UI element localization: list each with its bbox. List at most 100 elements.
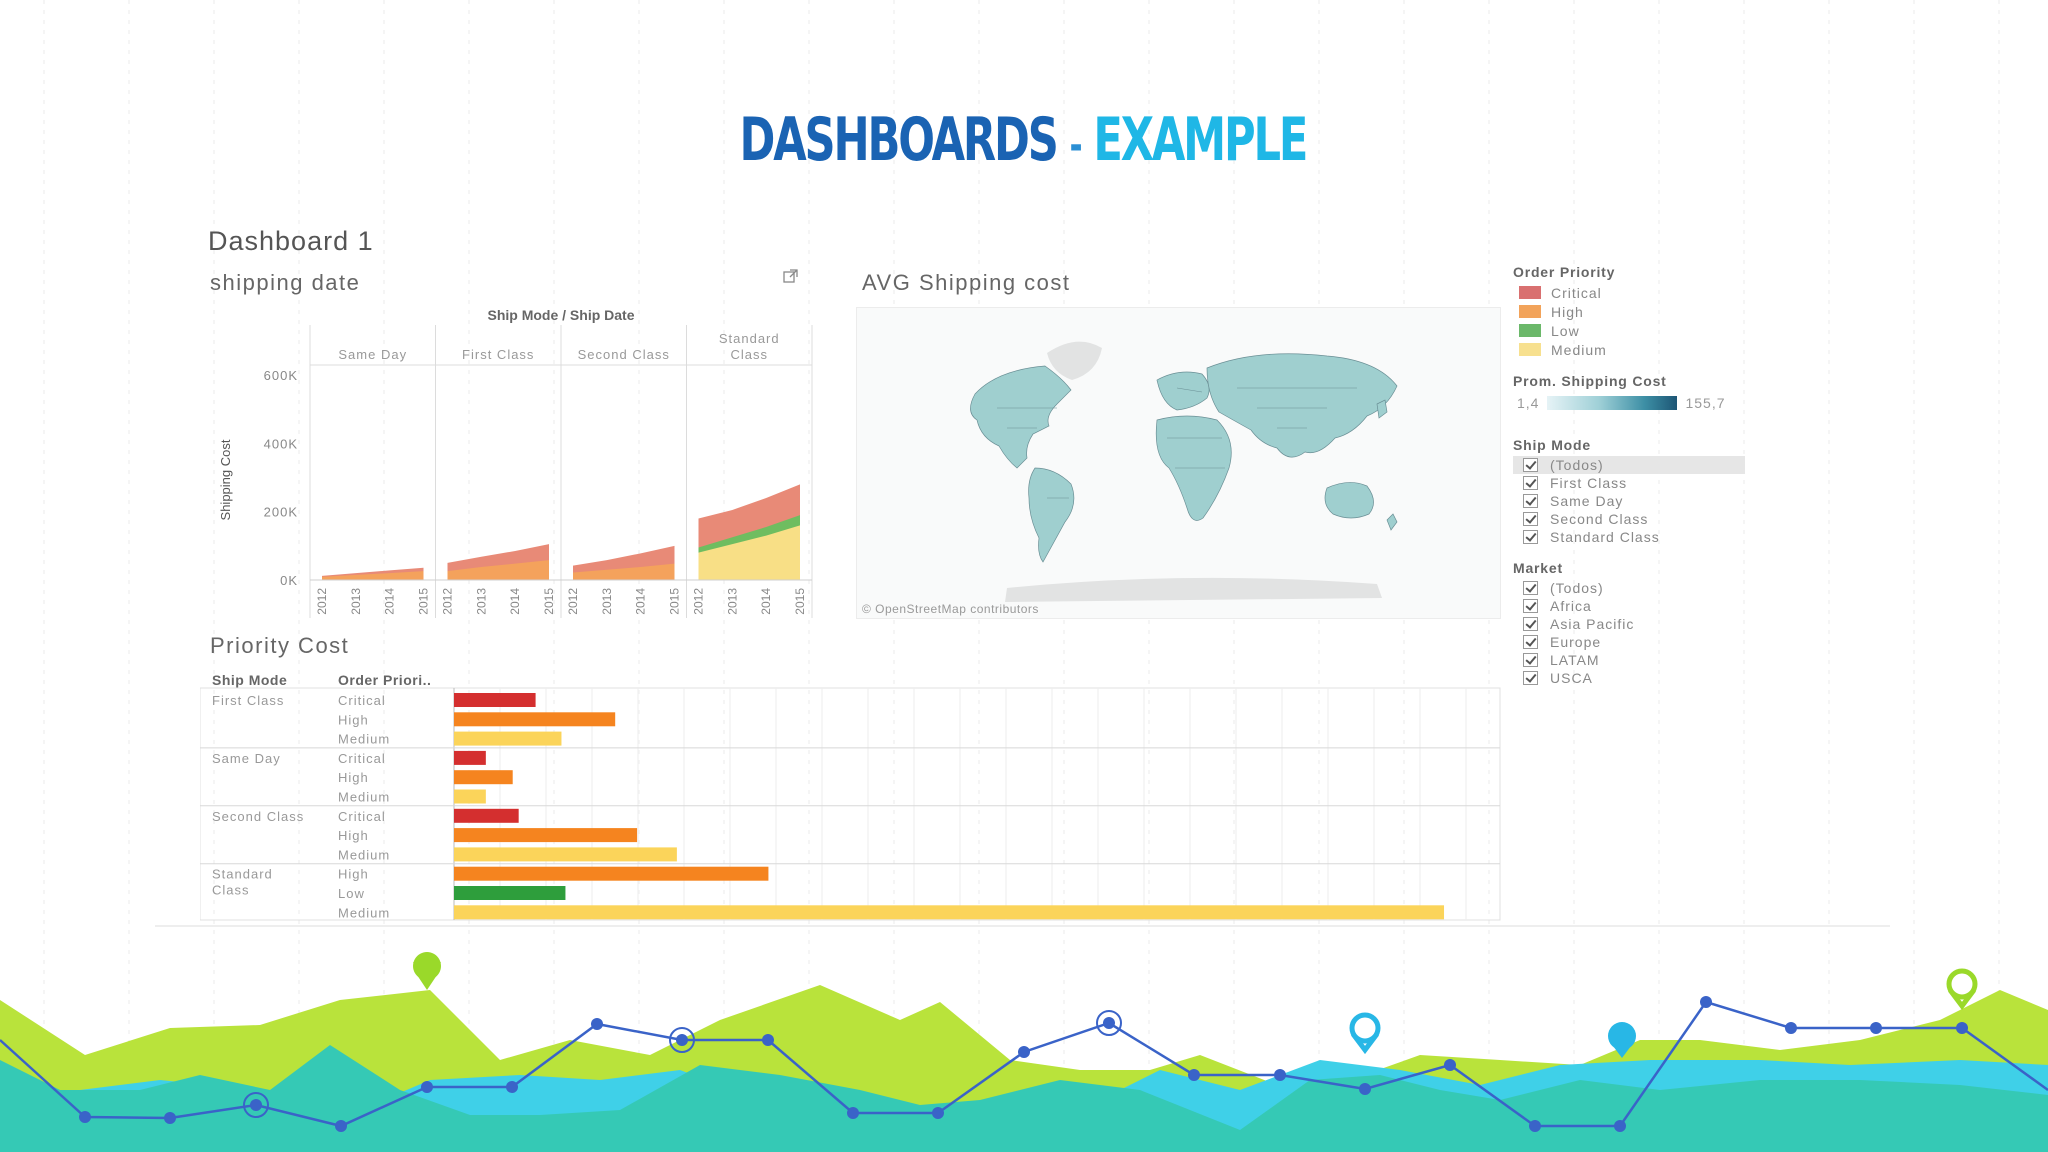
greenland-shape (1047, 341, 1102, 380)
deco-ring-points (243, 1010, 1122, 1118)
slide-title-separator: - (1069, 120, 1083, 171)
market-option[interactable]: LATAM (1513, 651, 1753, 669)
y-tick-label: 400K (264, 436, 298, 451)
south-america-shape (1028, 467, 1075, 563)
deco-line-points (79, 996, 1968, 1132)
ship-mode-option[interactable]: First Class (1513, 474, 1753, 492)
order-priority-row-label: Medium (338, 732, 390, 747)
priority-cost-bar[interactable] (454, 750, 486, 765)
slide-title-main: DASHBOARDS (739, 105, 1059, 175)
market-option-label: (Todos) (1550, 580, 1604, 596)
legend-label: High (1551, 303, 1584, 320)
map-pin-green-outline-tail (1948, 988, 1976, 1011)
ship-mode-option[interactable]: Standard Class (1513, 528, 1753, 546)
year-tick-label: 2014 (759, 588, 773, 615)
legend-panel: Order Priority Critical High Low Medium Pro… (1513, 264, 1753, 687)
world-map[interactable] (856, 307, 1501, 619)
market-filter: (Todos) Africa Asia Pacific Europe LATAM USCA (1513, 579, 1753, 687)
country-borders (997, 387, 1357, 499)
market-option[interactable]: Africa (1513, 597, 1753, 615)
year-tick-label: 2012 (441, 588, 455, 615)
checkbox[interactable] (1523, 617, 1538, 631)
ship-mode-option-label: First Class (1550, 475, 1628, 491)
market-option[interactable]: Europe (1513, 633, 1753, 651)
checkbox[interactable] (1523, 476, 1538, 490)
ship-mode-row-label: First Class (212, 693, 284, 708)
order-priority-legend-item[interactable]: High (1513, 302, 1753, 321)
area-medium (698, 525, 800, 580)
priority-cost-chart: First Class Critical High Medium Same Day Cri… (200, 687, 1501, 921)
ship-mode-option[interactable]: Same Day (1513, 492, 1753, 510)
market-option[interactable]: Asia Pacific (1513, 615, 1753, 633)
order-priority-legend-item[interactable]: Critical (1513, 283, 1753, 302)
order-priority-legend-title: Order Priority (1513, 264, 1616, 280)
year-tick-label: 2013 (725, 588, 739, 615)
shipping-date-title: shipping date (210, 270, 361, 295)
shipping-cost-gradient: 1,4 155,7 (1517, 395, 1753, 411)
map-pin-green-tail (415, 972, 439, 990)
order-priority-row-label: High (338, 712, 369, 727)
checkbox[interactable] (1523, 635, 1538, 649)
priority-cost-bar[interactable] (454, 886, 566, 900)
legend-swatch (1519, 343, 1541, 356)
legend-label: Low (1551, 322, 1580, 339)
australia-shape (1324, 482, 1374, 519)
market-option-label: USCA (1550, 670, 1593, 686)
priority-cost-bar[interactable] (454, 866, 769, 881)
market-option[interactable]: USCA (1513, 669, 1753, 687)
year-tick-label: 2012 (566, 588, 580, 615)
dashboard-title: Dashboard 1 (208, 226, 374, 256)
ship-mode-row-label: Class (212, 883, 250, 898)
legend-label: Critical (1551, 284, 1602, 301)
order-priority-legend-item[interactable]: Low (1513, 321, 1753, 340)
ship-mode-option[interactable]: Second Class (1513, 510, 1753, 528)
year-tick-label: 2014 (508, 588, 522, 615)
priority-cost-bar[interactable] (454, 905, 1445, 920)
ship-mode-ship-date-header: Ship Mode / Ship Date (487, 307, 634, 323)
year-tick-label: 2015 (793, 588, 807, 615)
checkbox[interactable] (1523, 512, 1538, 526)
legend-swatch (1519, 286, 1541, 299)
priority-cost-bar[interactable] (454, 731, 562, 746)
checkbox[interactable] (1523, 671, 1538, 685)
ship-mode-option[interactable]: (Todos) (1513, 456, 1745, 474)
checkbox[interactable] (1523, 458, 1538, 472)
y-tick-label: 0K (280, 573, 298, 588)
ship-mode-option-label: Same Day (1550, 493, 1624, 509)
order-priority-row-label: High (338, 828, 369, 843)
market-option-label: Asia Pacific (1550, 616, 1635, 632)
shipping-date-chart: Ship Mode / Ship Date 600K 400K 200K 0K Shipp… (218, 307, 813, 618)
area-high (573, 563, 675, 580)
external-link-icon[interactable] (783, 268, 799, 284)
ship-mode-row-label: Standard (212, 867, 273, 882)
y-axis-label: Shipping Cost (218, 439, 233, 520)
priority-cost-bar[interactable] (454, 693, 536, 707)
priority-cost-bar[interactable] (454, 847, 677, 862)
europe-shape (1156, 371, 1210, 411)
priority-cost-bar[interactable] (454, 770, 513, 785)
checkbox[interactable] (1523, 530, 1538, 544)
y-tick-label: 600K (264, 368, 298, 383)
priority-cost-bar[interactable] (454, 828, 638, 843)
panel-label: Same Day (338, 347, 407, 362)
ship-mode-row-label: Same Day (212, 751, 281, 766)
priority-cost-bar[interactable] (454, 789, 486, 804)
legend-swatch (1519, 324, 1541, 337)
checkbox[interactable] (1523, 581, 1538, 595)
year-tick-label: 2012 (692, 588, 706, 615)
legend-swatch (1519, 305, 1541, 318)
col-header-ship-mode: Ship Mode (212, 672, 288, 688)
year-tick-label: 2015 (542, 588, 556, 615)
priority-cost-bar[interactable] (454, 712, 616, 727)
priority-cost-bar[interactable] (454, 808, 519, 823)
market-option-label: Europe (1550, 634, 1602, 650)
checkbox[interactable] (1523, 653, 1538, 667)
map-pin-blue-outline-icon (1349, 1012, 1381, 1044)
map-pin-blue-solid-tail (1610, 1042, 1634, 1058)
order-priority-row-label: Critical (338, 693, 386, 708)
ship-mode-option-label: (Todos) (1550, 457, 1604, 473)
market-option[interactable]: (Todos) (1513, 579, 1753, 597)
order-priority-legend-item[interactable]: Medium (1513, 340, 1753, 359)
checkbox[interactable] (1523, 599, 1538, 613)
checkbox[interactable] (1523, 494, 1538, 508)
